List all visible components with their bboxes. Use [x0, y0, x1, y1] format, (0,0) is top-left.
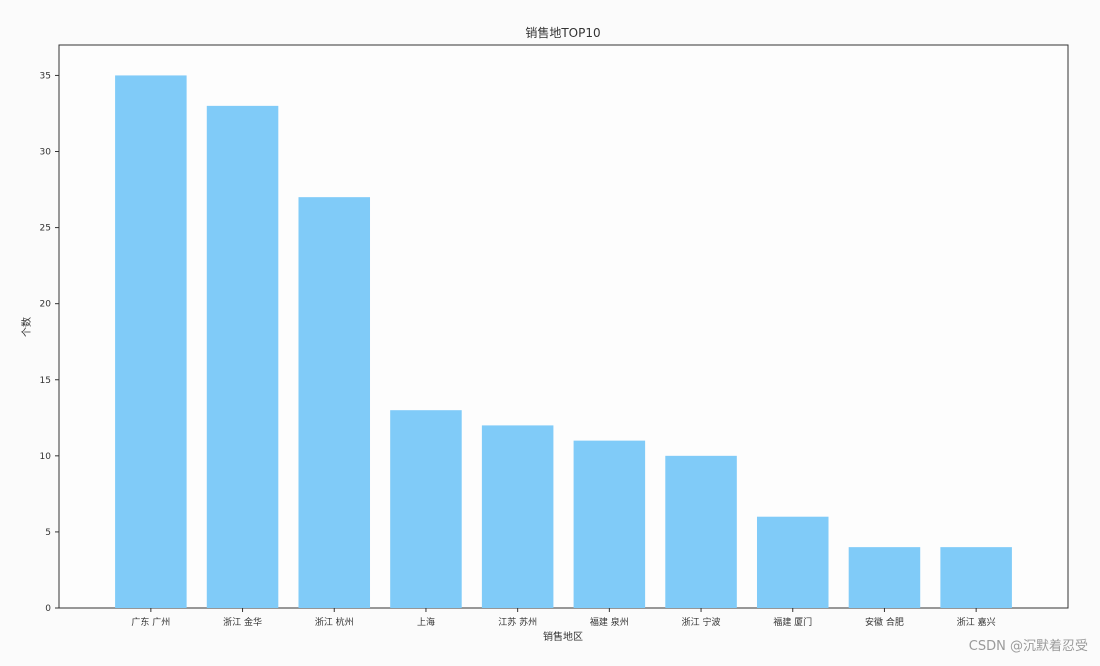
- bar: [848, 547, 921, 608]
- x-tick-label: 上海: [417, 616, 435, 628]
- y-axis-label: 个数: [20, 317, 33, 337]
- x-tick-label: 浙江 宁波: [682, 616, 721, 628]
- y-tick-label: 5: [45, 528, 51, 538]
- x-tick-label: 浙江 嘉兴: [957, 616, 996, 628]
- bar: [940, 547, 1012, 608]
- y-axis-ticks: 0 5 10 15 20 25 30 35: [40, 71, 59, 614]
- bar: [756, 516, 829, 608]
- y-tick-label: 30: [40, 148, 52, 158]
- bar: [665, 455, 737, 608]
- chart-title: 销售地TOP10: [525, 25, 600, 40]
- y-tick-label: 15: [40, 376, 51, 386]
- x-tick-label: 浙江 金华: [223, 616, 262, 628]
- watermark: CSDN @沉默着忍受: [968, 639, 1088, 654]
- x-tick-label: 浙江 杭州: [315, 616, 354, 628]
- x-tick-label: 福建 泉州: [590, 616, 629, 628]
- bar: [573, 440, 646, 608]
- bar: [390, 410, 462, 608]
- y-tick-label: 35: [40, 71, 51, 81]
- bar: [298, 197, 371, 608]
- x-tick-label: 福建 厦门: [773, 616, 812, 628]
- y-tick-label: 25: [40, 224, 51, 234]
- bar: [206, 105, 279, 608]
- x-tick-label: 安徽 合肥: [865, 616, 904, 628]
- bars-group: [115, 75, 1012, 608]
- x-tick-label: 广东 广州: [131, 616, 170, 628]
- x-axis-label: 销售地区: [543, 630, 583, 643]
- x-axis-ticks: 广东 广州 浙江 金华 浙江 杭州 上海 江苏 苏州 福建 泉州 浙江 宁波 福建 厦门 安徽 …: [131, 608, 996, 628]
- y-tick-label: 20: [40, 300, 52, 310]
- y-tick-label: 10: [40, 452, 52, 462]
- bar: [481, 425, 554, 608]
- x-tick-label: 江苏 苏州: [498, 616, 537, 628]
- bar: [115, 75, 187, 608]
- y-tick-label: 0: [45, 604, 51, 614]
